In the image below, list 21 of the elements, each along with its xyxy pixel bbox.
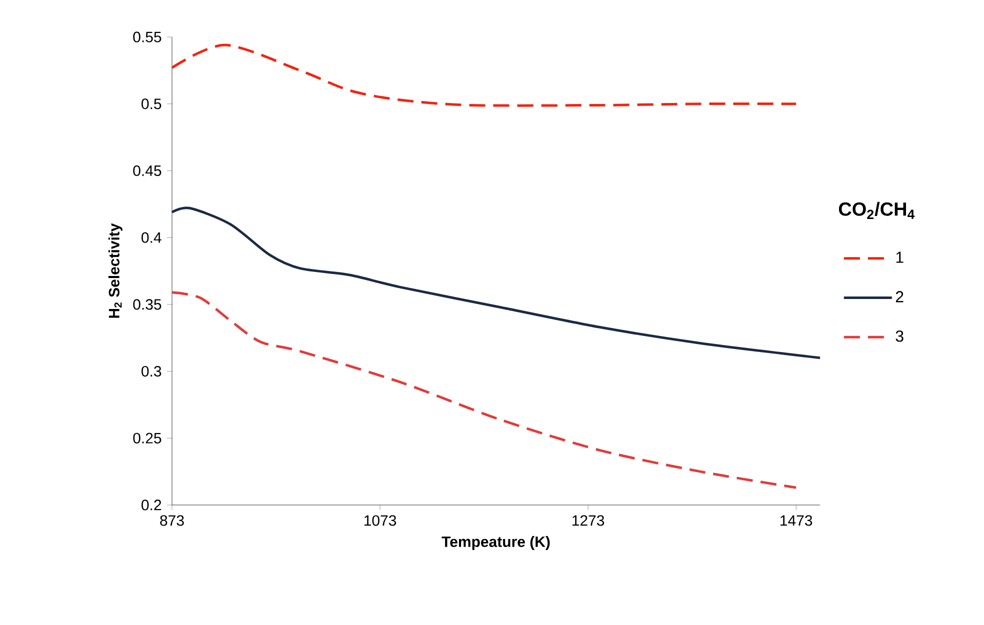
y-tick-label: 0.25 xyxy=(133,432,162,444)
x-axis-title: Tempeature (K) xyxy=(442,536,550,550)
legend-label: 2 xyxy=(896,291,904,302)
y-tick-label: 0.55 xyxy=(133,32,162,42)
line-series xyxy=(170,206,822,360)
x-tick-label: 1473 xyxy=(780,515,812,526)
y-tick-label: 0.3 xyxy=(142,366,162,377)
y-axis-title: H$_{2}$ Selectivity xyxy=(108,223,122,318)
line-series xyxy=(170,291,798,489)
x-tick-label: 1073 xyxy=(364,515,396,526)
y-tick-label: 0.35 xyxy=(133,299,162,310)
y-tick-label: 0.4 xyxy=(142,232,162,243)
y-tick-label: 0.5 xyxy=(142,98,162,110)
y-tick-label: 0.45 xyxy=(133,165,162,176)
legend-title: CO$_{2}$/CH$_{4}$ xyxy=(838,202,915,219)
x-tick-label: 1273 xyxy=(572,515,604,526)
y-tick-label: 0.2 xyxy=(142,500,162,510)
line-series xyxy=(170,44,798,107)
x-tick-label: 873 xyxy=(160,515,184,526)
legend-label: 1 xyxy=(896,252,904,263)
legend-label: 3 xyxy=(896,330,904,342)
